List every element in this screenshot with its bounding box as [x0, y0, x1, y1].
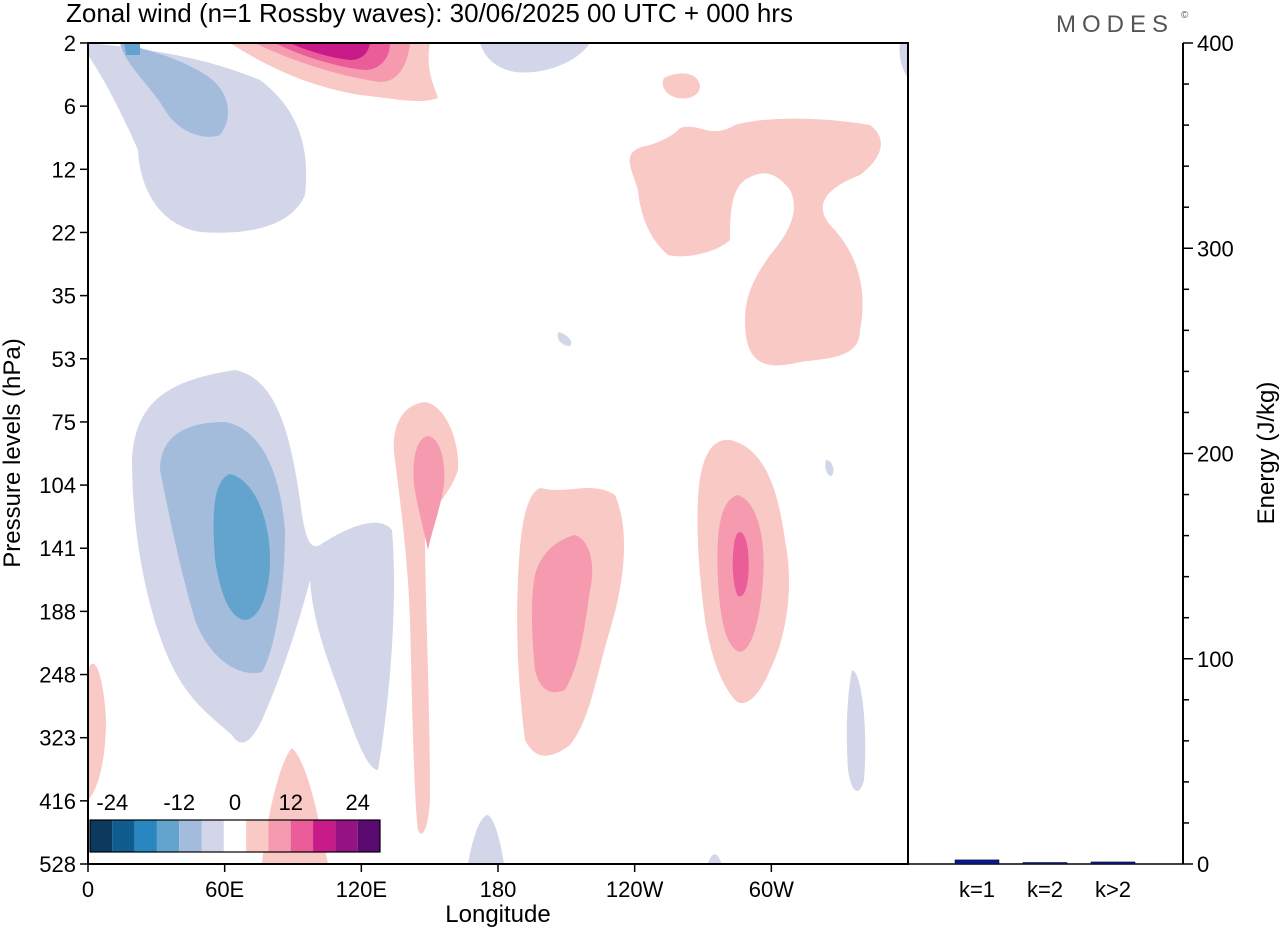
westerly-contour-left-edge [88, 663, 106, 800]
energy-tick-label: 300 [1197, 236, 1234, 261]
pressure-axis: 2 6 12 22 35 53 75 104 141 188 248 323 416 528 [39, 31, 88, 877]
chart-title: Zonal wind (n=1 Rossby waves): 30/06/202… [66, 0, 793, 28]
colorbar-swatch [313, 820, 336, 852]
westerly-contour-150e [393, 402, 459, 834]
longitude-tick-label: 120E [336, 877, 387, 902]
colorbar-tick-label: -12 [163, 790, 195, 815]
energy-bars [954, 859, 1136, 865]
pressure-tick-label: 323 [39, 726, 76, 751]
contour-plot: -24 -12 0 12 24 2 6 12 22 35 53 75 104 141 188 248 323 4… [39, 31, 909, 902]
colorbar-swatch [90, 820, 113, 852]
pressure-tick-label: 12 [52, 157, 76, 182]
colorbar-swatch [223, 820, 247, 852]
colorbar-swatch [112, 820, 135, 852]
westerly-contour-180-mid [531, 535, 593, 693]
colorbar-swatch [290, 820, 314, 852]
colorbar-swatch [335, 820, 358, 852]
pressure-tick-label: 22 [52, 220, 76, 245]
pressure-tick-label: 188 [39, 599, 76, 624]
westerly-contour-70w-core [732, 532, 749, 597]
energy-axis: 0 100 200 300 400 [1183, 31, 1234, 877]
easterly-contour-top-right [899, 43, 908, 78]
westerly-contour-top-max [290, 43, 370, 60]
colorbar-swatch [134, 820, 157, 852]
easterly-contour-small-3 [846, 670, 866, 791]
colorbar-swatch [179, 820, 202, 852]
colorbar-tick-label: 0 [229, 790, 241, 815]
colorbar-swatch [246, 820, 269, 852]
easterly-contour-bottom-2 [708, 854, 722, 864]
y-axis-label: Pressure levels (hPa) [0, 338, 26, 567]
colorbar-swatch [357, 820, 380, 852]
energy-tick-label: 0 [1197, 852, 1209, 877]
pressure-tick-label: 2 [64, 31, 76, 56]
energy-tick-label: 200 [1197, 442, 1234, 467]
pressure-tick-label: 53 [52, 347, 76, 372]
easterly-contour-small-2 [825, 460, 834, 476]
energy-category-label: k=1 [959, 877, 995, 902]
colorbar-frame [89, 819, 381, 853]
pressure-tick-label: 528 [39, 852, 76, 877]
energy-category-label: k>2 [1095, 877, 1131, 902]
x-axis-label: Longitude [445, 901, 550, 928]
colorbar-swatch [268, 820, 291, 852]
longitude-axis: 0 60E 120E 180 120W 60W [82, 864, 794, 902]
colorbar-tick-label: 24 [345, 790, 369, 815]
easterly-contour-bottom-1 [468, 815, 504, 864]
modes-logo-mark: © [1181, 10, 1189, 21]
easterly-contour-core [213, 474, 270, 620]
colorbar-swatch [201, 820, 224, 852]
energy-bar [954, 859, 1000, 865]
pressure-tick-label: 416 [39, 789, 76, 814]
easterly-contour-top-patch [124, 43, 140, 55]
pressure-tick-label: 6 [64, 94, 76, 119]
modes-logo: MODES [1056, 11, 1174, 38]
energy-tick-label: 400 [1197, 31, 1234, 56]
easterly-contour-small-1 [557, 332, 572, 346]
energy-bar [1022, 862, 1068, 865]
pressure-tick-label: 141 [39, 536, 76, 561]
westerly-contour-upper-region [629, 73, 881, 366]
colorbar [89, 819, 381, 853]
energy-tick-label: 100 [1197, 647, 1234, 672]
energy-bar-chart: 0 100 200 300 400 k=1 k=2 k>2 [908, 31, 1234, 902]
longitude-tick-label: 0 [82, 877, 94, 902]
longitude-tick-label: 120W [606, 877, 664, 902]
colorbar-labels: -24 -12 0 12 24 [96, 790, 370, 815]
pressure-tick-label: 35 [52, 284, 76, 309]
easterly-contour-top-center [480, 43, 590, 73]
easterly-contour-mid [120, 43, 229, 137]
longitude-tick-label: 60W [749, 877, 794, 902]
pressure-tick-label: 75 [52, 410, 76, 435]
longitude-tick-label: 180 [480, 877, 517, 902]
colorbar-swatch [156, 820, 180, 852]
energy-bar [1090, 861, 1136, 865]
longitude-tick-label: 60E [205, 877, 244, 902]
colorbar-tick-label: 12 [279, 790, 303, 815]
energy-category-label: k=2 [1027, 877, 1063, 902]
energy-categories: k=1 k=2 k>2 [959, 877, 1131, 902]
pressure-tick-label: 104 [39, 473, 76, 498]
colorbar-tick-label: -24 [96, 790, 128, 815]
easterly-contour-light [88, 43, 307, 233]
westerly-contour-150e-mid [413, 436, 445, 550]
pressure-tick-label: 248 [39, 663, 76, 688]
energy-axis-label: Energy (J/kg) [1253, 382, 1280, 525]
